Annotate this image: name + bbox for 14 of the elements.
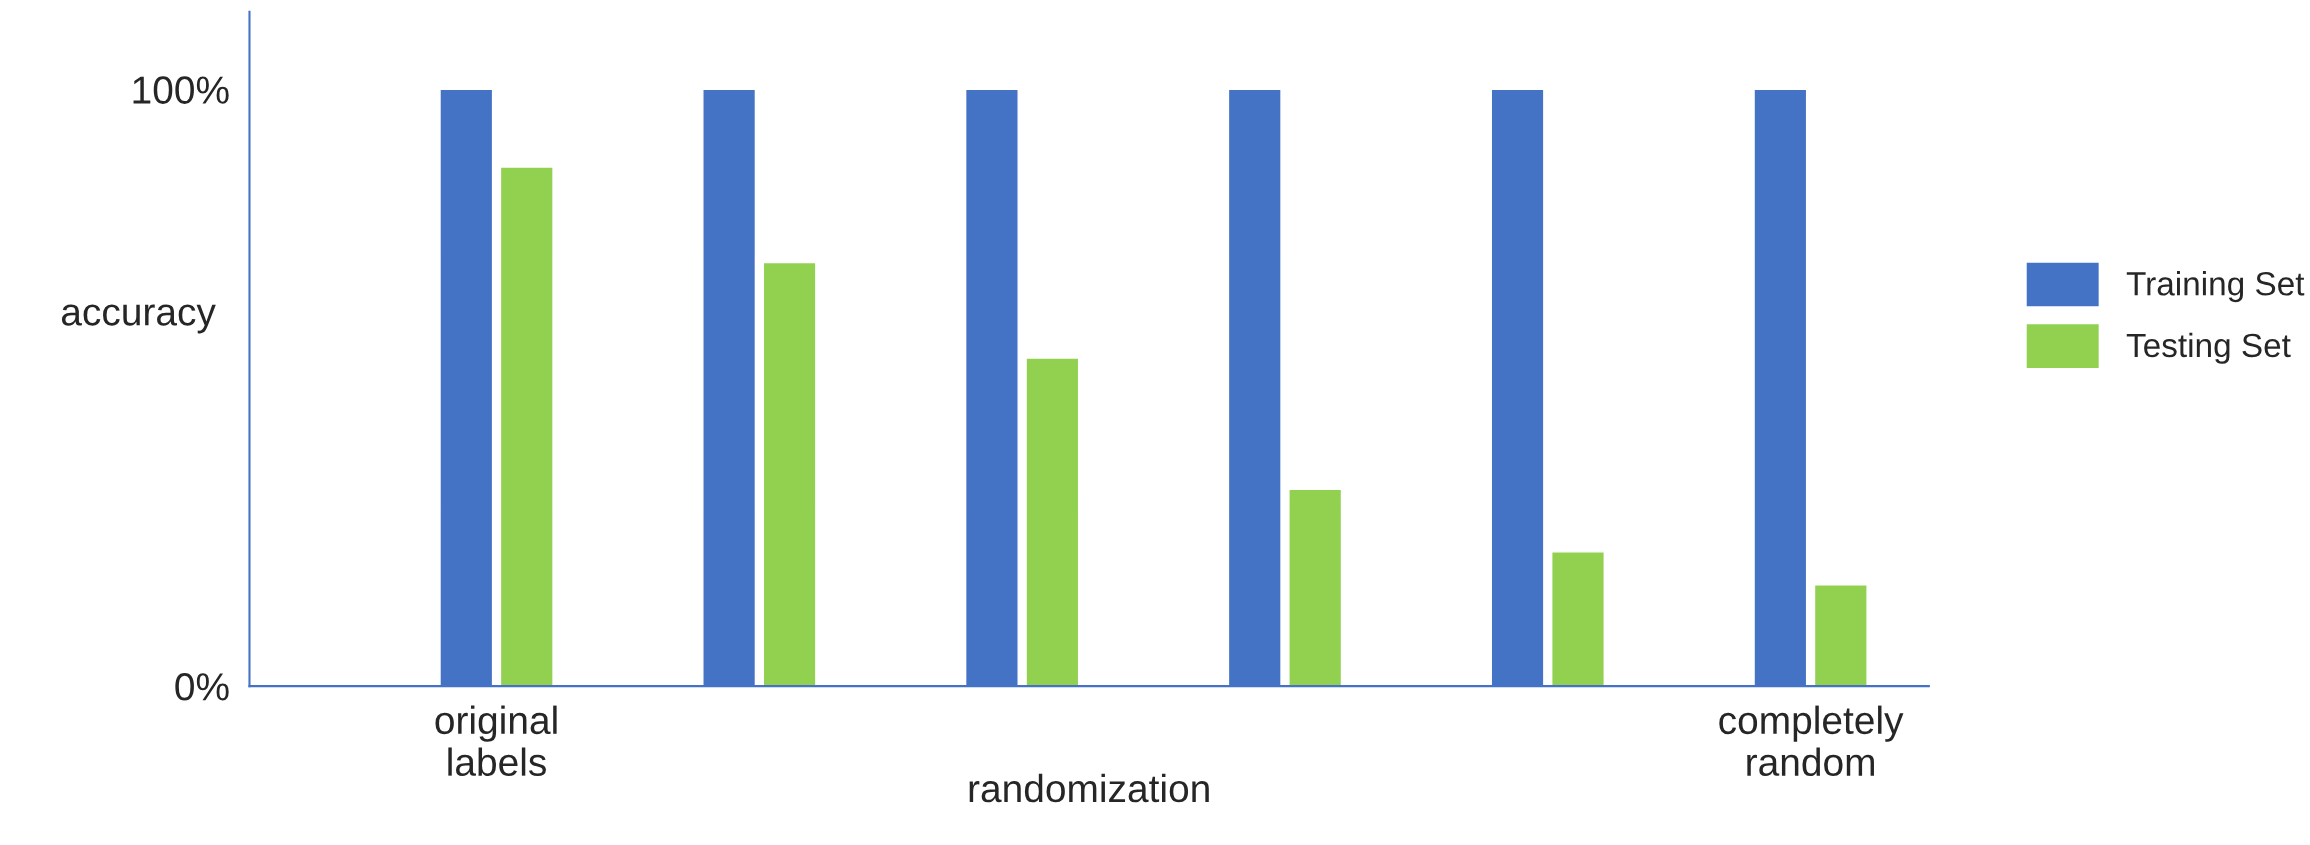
x-axis-title: randomization <box>969 773 1209 803</box>
bar <box>1813 584 1868 687</box>
y-axis-title: accuracy <box>61 304 216 334</box>
y-tick-label: 0% <box>175 673 229 701</box>
bar <box>762 261 817 687</box>
bar <box>499 166 554 687</box>
y-tick-label: 100% <box>133 76 229 104</box>
x-tick-label: original labels <box>435 705 557 777</box>
x-tick-label: completely random <box>1719 705 1904 777</box>
legend-label: Testing Set <box>2126 332 2291 364</box>
bar <box>1551 551 1605 687</box>
legend-label: Training Set <box>2126 271 2305 303</box>
bar <box>1288 488 1343 687</box>
bar <box>1025 357 1080 687</box>
